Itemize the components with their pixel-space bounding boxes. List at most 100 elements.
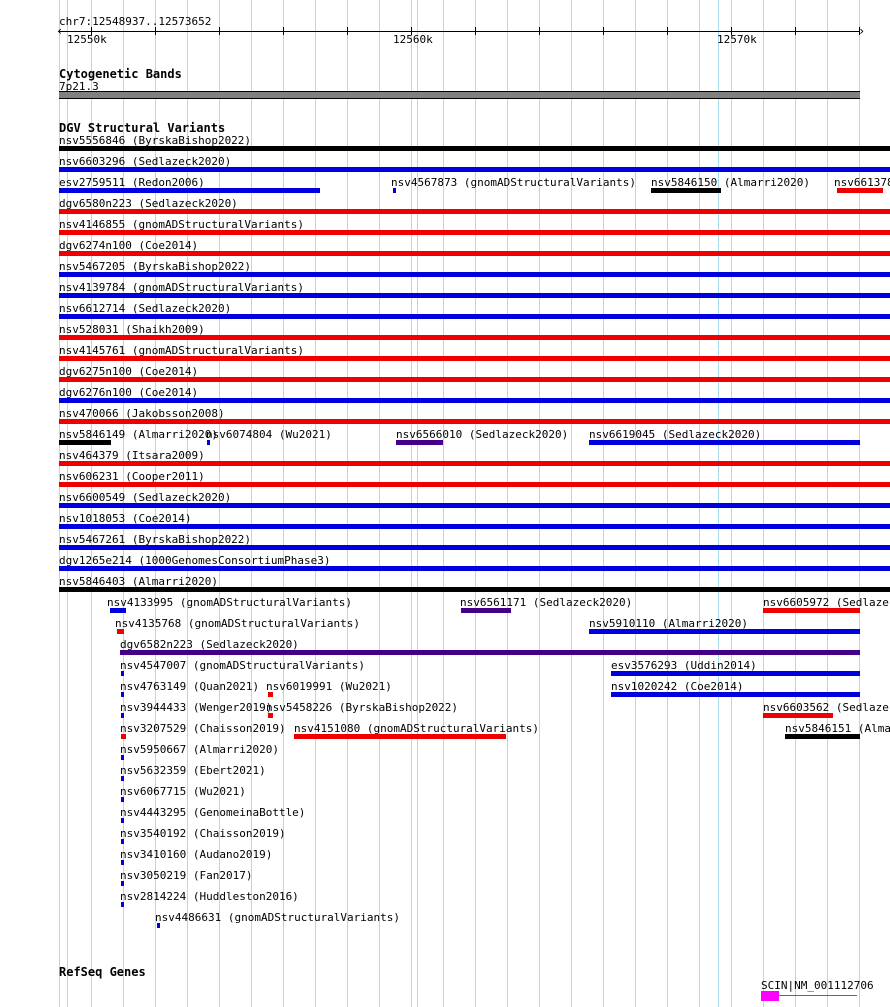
feature-bar[interactable] bbox=[59, 356, 890, 361]
feature-bar[interactable] bbox=[121, 713, 124, 718]
feature-bar[interactable] bbox=[461, 608, 511, 613]
feature-bar[interactable] bbox=[121, 797, 124, 802]
feature-bar[interactable] bbox=[59, 251, 890, 256]
feature-bar[interactable] bbox=[59, 230, 890, 235]
feature-bar[interactable] bbox=[59, 440, 111, 445]
feature-label: nsv4145761 (gnomADStructuralVariants) bbox=[59, 344, 305, 357]
feature-label: nsv4443295 (GenomeinaBottle) bbox=[120, 806, 306, 819]
feature-bar[interactable] bbox=[611, 671, 860, 676]
feature-bar[interactable] bbox=[121, 755, 124, 760]
feature-label: nsv4567873 (gnomADStructuralVariants) bbox=[391, 176, 637, 189]
feature-bar[interactable] bbox=[59, 293, 890, 298]
feature-bar[interactable] bbox=[121, 881, 124, 886]
feature-bar[interactable] bbox=[121, 776, 124, 781]
feature-label: nsv5950667 (Almarri2020) bbox=[120, 743, 279, 756]
feature-label: dgv6274n100 (Coe2014) bbox=[59, 239, 199, 252]
feature-label: nsv1018053 (Coe2014) bbox=[59, 512, 192, 525]
gene-intron-line bbox=[779, 995, 857, 996]
feature-label: nsv5846150 (Almarri2020) bbox=[651, 176, 810, 189]
feature-label: nsv4135768 (gnomADStructuralVariants) bbox=[115, 617, 361, 630]
feature-bar[interactable] bbox=[121, 818, 124, 823]
feature-bar[interactable] bbox=[837, 188, 883, 193]
feature-label: nsv606231 (Cooper2011) bbox=[59, 470, 205, 483]
feature-label: nsv6603562 (Sedlazeck bbox=[763, 701, 890, 714]
feature-bar[interactable] bbox=[59, 419, 890, 424]
feature-bar[interactable] bbox=[121, 839, 124, 844]
feature-label: dgv6276n100 (Coe2014) bbox=[59, 386, 199, 399]
feature-bar[interactable] bbox=[651, 188, 721, 193]
feature-bar[interactable] bbox=[59, 314, 890, 319]
feature-bar[interactable] bbox=[59, 545, 890, 550]
feature-bar[interactable] bbox=[59, 482, 890, 487]
ruler-tick-11 bbox=[795, 27, 796, 35]
feature-label: esv2759511 (Redon2006) bbox=[59, 176, 205, 189]
ruler-tick-label-2: 12570k bbox=[717, 33, 757, 46]
gene-exon[interactable] bbox=[761, 991, 779, 1001]
ruler-tick-9 bbox=[667, 27, 668, 35]
ruler-left-arrow[interactable]: ‹ bbox=[56, 24, 64, 38]
feature-label: nsv6619045 (Sedlazeck2020) bbox=[589, 428, 762, 441]
feature-bar[interactable] bbox=[59, 398, 890, 403]
feature-bar[interactable] bbox=[59, 188, 320, 193]
feature-bar[interactable] bbox=[121, 902, 124, 907]
feature-bar[interactable] bbox=[268, 692, 273, 697]
ruler-tick-label-0: 12550k bbox=[67, 33, 107, 46]
feature-label: nsv4146855 (gnomADStructuralVariants) bbox=[59, 218, 305, 231]
gene-label: SCIN|NM_001112706 bbox=[761, 979, 874, 992]
ruler-tick-1 bbox=[155, 27, 156, 35]
feature-label: nsv3540192 (Chaisson2019) bbox=[120, 827, 286, 840]
feature-bar[interactable] bbox=[59, 272, 890, 277]
feature-label: nsv6561171 (Sedlazeck2020) bbox=[460, 596, 633, 609]
feature-bar[interactable] bbox=[121, 734, 126, 739]
feature-bar[interactable] bbox=[59, 146, 890, 151]
feature-label: dgv6580n223 (Sedlazeck2020) bbox=[59, 197, 238, 210]
feature-bar[interactable] bbox=[59, 335, 890, 340]
feature-bar[interactable] bbox=[763, 713, 833, 718]
feature-bar[interactable] bbox=[207, 440, 210, 445]
feature-bar[interactable] bbox=[121, 671, 124, 676]
feature-bar[interactable] bbox=[59, 167, 890, 172]
feature-bar[interactable] bbox=[59, 209, 890, 214]
feature-bar[interactable] bbox=[393, 188, 396, 193]
feature-bar[interactable] bbox=[268, 713, 273, 718]
ruler-right-arrow[interactable]: › bbox=[858, 24, 866, 38]
feature-bar[interactable] bbox=[59, 587, 890, 592]
ruler-tick-8 bbox=[603, 27, 604, 35]
feature-bar[interactable] bbox=[121, 860, 124, 865]
feature-label: nsv6605972 (Sedlazeck bbox=[763, 596, 890, 609]
section-title-cytogenetic-bands: Cytogenetic Bands bbox=[59, 67, 182, 81]
feature-label: nsv3207529 (Chaisson2019) bbox=[120, 722, 286, 735]
feature-bar[interactable] bbox=[294, 734, 506, 739]
ruler-tick-12 bbox=[859, 27, 860, 35]
section-title-dgv-structural-variants: DGV Structural Variants bbox=[59, 121, 226, 135]
feature-bar[interactable] bbox=[59, 524, 890, 529]
locus-label: chr7:12548937..12573652 bbox=[59, 15, 212, 28]
feature-bar[interactable] bbox=[121, 692, 124, 697]
feature-label: nsv3944433 (Wenger2019) bbox=[120, 701, 273, 714]
feature-label: nsv2814224 (Huddleston2016) bbox=[120, 890, 299, 903]
cytoband-label: 7p21.3 bbox=[59, 80, 99, 93]
feature-bar[interactable] bbox=[59, 377, 890, 382]
feature-label: nsv4763149 (Quan2021) bbox=[120, 680, 260, 693]
ruler-tick-7 bbox=[539, 27, 540, 35]
feature-bar[interactable] bbox=[611, 692, 860, 697]
feature-bar[interactable] bbox=[785, 734, 860, 739]
section-title-refseq-genes: RefSeq Genes bbox=[59, 965, 146, 979]
feature-label: nsv5910110 (Almarri2020) bbox=[589, 617, 748, 630]
feature-bar[interactable] bbox=[59, 503, 890, 508]
feature-bar[interactable] bbox=[589, 440, 860, 445]
feature-bar[interactable] bbox=[110, 608, 126, 613]
feature-label: dgv6582n223 (Sedlazeck2020) bbox=[120, 638, 299, 651]
feature-bar[interactable] bbox=[157, 923, 160, 928]
feature-label: nsv528031 (Shaikh2009) bbox=[59, 323, 205, 336]
feature-bar[interactable] bbox=[396, 440, 443, 445]
feature-bar[interactable] bbox=[59, 461, 890, 466]
feature-label: nsv6600549 (Sedlazeck2020) bbox=[59, 491, 232, 504]
cytoband-bar[interactable] bbox=[59, 91, 860, 99]
feature-bar[interactable] bbox=[763, 608, 860, 613]
feature-bar[interactable] bbox=[59, 566, 890, 571]
feature-label: nsv470066 (Jakobsson2008) bbox=[59, 407, 225, 420]
feature-bar[interactable] bbox=[120, 650, 860, 655]
feature-bar[interactable] bbox=[117, 629, 124, 634]
feature-bar[interactable] bbox=[589, 629, 860, 634]
